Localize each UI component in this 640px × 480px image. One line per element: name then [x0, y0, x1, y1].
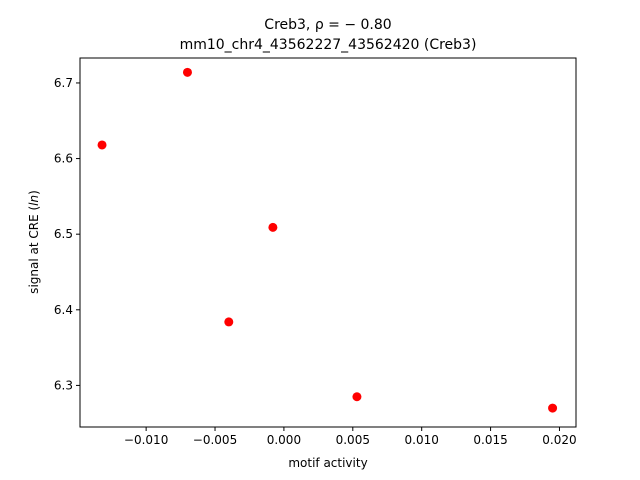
plot-area: [79, 57, 577, 428]
y-axis-label: signal at CRE (ln): [27, 190, 41, 294]
data-point: [548, 403, 558, 413]
y-tick-label: 6.6: [54, 152, 73, 166]
x-tick-label: 0.005: [336, 433, 370, 447]
y-axis: 6.3 6.4 6.5 6.6 6.7: [54, 76, 80, 392]
x-tick-label: 0.000: [267, 433, 301, 447]
data-point: [224, 317, 234, 327]
data-point: [352, 392, 362, 402]
chart-title-line2: mm10_chr4_43562227_43562420 (Creb3): [180, 37, 477, 53]
x-tick-label: 0.015: [473, 433, 507, 447]
x-axis-label: motif activity: [288, 456, 367, 470]
data-point: [182, 67, 192, 77]
x-axis: −0.010 −0.005 0.000 0.005 0.010 0.015 0.020: [124, 427, 577, 447]
data-points: [97, 67, 558, 413]
x-tick-label: −0.005: [193, 433, 237, 447]
y-tick-label: 6.5: [54, 227, 73, 241]
x-tick-label: 0.020: [542, 433, 576, 447]
y-tick-label: 6.7: [54, 76, 73, 90]
x-tick-label: 0.010: [405, 433, 439, 447]
y-tick-label: 6.4: [54, 303, 73, 317]
y-axis-label-unit: ln: [27, 195, 41, 206]
data-point: [268, 222, 278, 232]
chart-title-line1: Creb3, ρ = − 0.80: [264, 17, 391, 33]
data-point: [97, 140, 107, 150]
x-tick-label: −0.010: [124, 433, 168, 447]
y-tick-label: 6.3: [54, 378, 73, 392]
